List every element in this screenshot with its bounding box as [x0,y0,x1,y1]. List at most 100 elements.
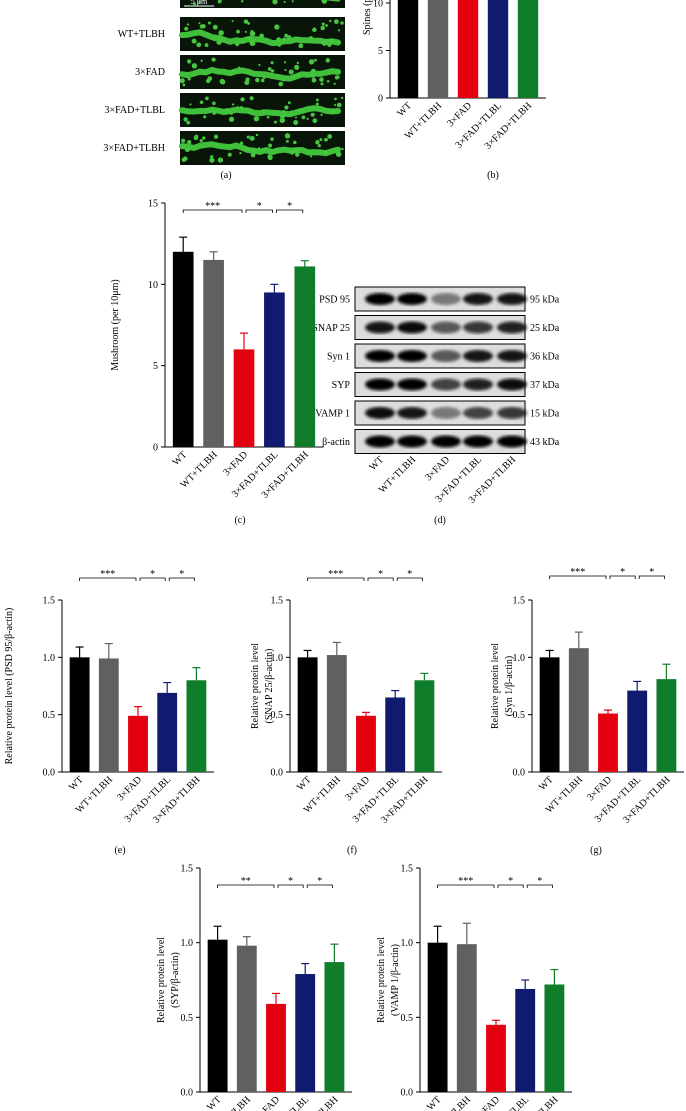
spine [279,117,285,124]
spine [236,106,240,109]
significance-bracket [79,577,137,581]
band [497,435,527,448]
band [397,293,427,305]
significance-label: * [179,569,184,580]
spine [278,81,284,87]
spine [274,24,280,30]
error-bar [662,663,671,680]
spine [319,78,323,82]
spine [298,43,304,49]
significance-label: *** [458,876,473,887]
bar [427,0,449,98]
spine [181,138,186,143]
spine [293,119,299,126]
spine [227,152,232,157]
spine [249,96,254,101]
spine [240,97,245,102]
bar [266,1003,286,1092]
spine [272,0,278,5]
x-tick-label: 3×FAD [473,1094,502,1111]
error-bar [209,251,218,260]
spine [325,58,331,63]
y-tick-label: 0.5 [43,710,56,721]
protein-label: VAMP 1 [315,409,350,420]
spine [282,37,287,42]
row-label: 3×FAD [135,67,165,78]
spine [266,115,270,119]
significance-bracket [526,884,553,888]
size-label: 43 kDa [530,437,560,448]
bar [457,0,479,98]
bar [186,680,207,772]
size-label: 36 kDa [530,352,560,363]
spine [231,103,235,106]
panel-label: (b) [487,170,499,181]
spine [189,103,192,106]
spine [206,78,211,84]
spine [295,152,300,157]
band [431,321,461,334]
spine [245,107,249,111]
spine [193,2,196,6]
band [365,435,395,448]
spine [239,106,244,111]
spine [211,57,216,62]
bar [515,988,536,1092]
spine [231,20,234,23]
spine [337,29,341,32]
spine [283,0,286,4]
spine [312,27,317,33]
spine [218,30,224,36]
spine [310,72,316,78]
spine [281,109,286,114]
bar [233,349,255,447]
spine [334,97,337,101]
spine [179,78,185,84]
spine [186,120,191,125]
spine [288,69,294,75]
significance-label: * [317,876,322,887]
y-tick-label: 0 [153,443,158,454]
spine [213,134,219,139]
bar [486,1024,506,1092]
size-label: 95 kDa [530,295,560,306]
spine [183,117,188,122]
spine [285,139,289,143]
spine [333,82,336,85]
bar [203,259,224,447]
spine [187,77,191,81]
spine [321,22,325,26]
spine [281,78,285,82]
y-axis-label: (SNAP 25/β-actin) [264,649,275,724]
spine [186,23,190,26]
spine [290,110,293,114]
spine [334,19,339,25]
spine [237,66,241,70]
spine [267,143,273,148]
x-tick-label: WT [537,774,556,793]
bar [539,657,560,772]
y-axis-label: (Syn 1/β-actin) [504,656,515,716]
y-tick-label: 1.0 [271,653,284,664]
spine [324,137,328,142]
spine [184,146,191,153]
protein-label: Syn 1 [327,352,350,363]
spine [297,74,301,78]
error-bar [179,236,188,252]
band [463,293,493,305]
band [497,321,527,334]
spine [249,135,255,141]
error-bar [433,925,442,943]
dendrite [179,29,341,47]
error-bar [633,680,642,691]
row-label: 3×FAD+TLBL [104,105,165,116]
spine [228,116,235,122]
significance-label: * [150,569,155,580]
spine [329,19,332,23]
spine [261,109,265,113]
y-axis-label: Mushroom (per 10μm) [110,279,121,370]
error-bar [104,642,113,659]
spine [330,109,336,114]
band [463,378,493,391]
spine [251,147,256,153]
